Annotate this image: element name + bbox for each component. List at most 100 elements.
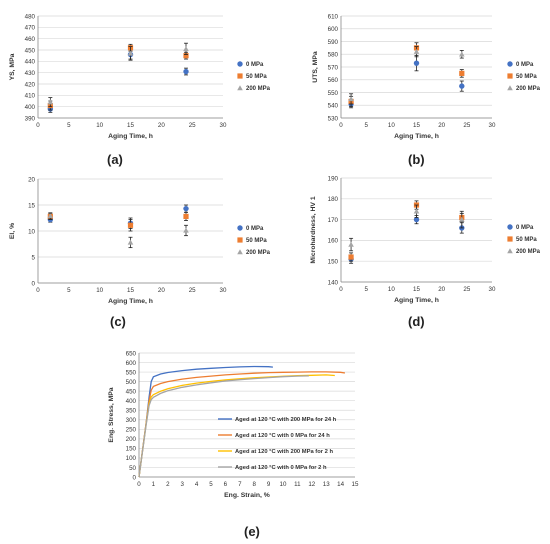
data-point (47, 213, 54, 219)
data-point (183, 213, 189, 220)
data-point (348, 254, 354, 260)
x-tick-label: 25 (463, 286, 470, 293)
y-tick-label: 150 (328, 259, 339, 266)
x-tick-label: 15 (413, 122, 420, 129)
y-axis-title: El, % (9, 223, 16, 239)
x-tick-label: 5 (209, 481, 213, 488)
x-tick-label: 10 (280, 481, 287, 488)
legend-marker (237, 249, 243, 255)
y-tick-label: 600 (328, 26, 339, 33)
x-tick-label: 30 (489, 122, 496, 129)
x-tick-label: 9 (267, 481, 271, 488)
data-point (348, 96, 354, 102)
y-axis-title: Eng. Stress, MPa (108, 387, 115, 442)
legend-label: 200 MPa (516, 86, 541, 92)
legend-label: 200 MPa (516, 249, 541, 255)
panel-label-d: (d) (408, 314, 425, 329)
y-tick-label: 180 (328, 196, 339, 203)
data-point (348, 241, 354, 247)
x-tick-label: 13 (323, 481, 330, 488)
x-tick-label: 30 (220, 287, 227, 294)
x-tick-label: 14 (337, 481, 344, 488)
chart-panel-1: 530 540 550 560 570 580 590 600 610 0 5 10 15 20 25 30 A… (312, 13, 541, 140)
x-axis-title: Aging Time, h (108, 133, 153, 140)
y-tick-label: 650 (126, 350, 137, 357)
chart-panel-4: 0 50 100 150 200 250 300 350 400 450 500 550 600 650 0… (108, 350, 359, 499)
legend-marker (237, 85, 243, 91)
y-tick-label: 190 (328, 175, 339, 182)
legend-label: 200 MPa (246, 86, 271, 92)
x-tick-label: 5 (364, 122, 368, 129)
y-tick-label: 460 (25, 36, 36, 43)
data-point (127, 50, 134, 56)
legend-marker (507, 73, 513, 79)
legend-marker (237, 61, 243, 67)
y-tick-label: 150 (126, 446, 137, 453)
y-tick-label: 20 (28, 176, 35, 183)
legend-label: Aged at 120 °C with 200 MPa for 24 h (235, 417, 337, 423)
x-tick-label: 25 (189, 122, 196, 129)
y-tick-label: 390 (25, 115, 36, 122)
legend-marker (237, 225, 243, 231)
y-tick-label: 540 (328, 103, 339, 110)
legend-marker (507, 61, 513, 67)
x-tick-label: 30 (489, 286, 496, 293)
data-point (183, 205, 189, 212)
data-point (183, 68, 189, 75)
y-tick-label: 410 (25, 93, 36, 100)
y-tick-label: 570 (328, 64, 339, 71)
legend-marker (507, 248, 513, 254)
y-tick-label: 430 (25, 70, 36, 77)
legend-marker (507, 236, 513, 242)
y-tick-label: 0 (32, 280, 36, 287)
x-tick-label: 10 (388, 286, 395, 293)
chart-panel-2: 0 5 10 15 20 0 5 10 15 20 25 30 Aging Time, h El, % 0 … (9, 176, 271, 305)
legend-marker (237, 73, 243, 79)
x-tick-label: 0 (339, 286, 343, 293)
x-tick-label: 5 (364, 286, 368, 293)
y-tick-label: 550 (328, 90, 339, 97)
data-point (47, 99, 54, 105)
x-axis-title: Aging Time, h (394, 133, 439, 140)
x-tick-label: 0 (339, 122, 343, 129)
y-tick-label: 160 (328, 238, 339, 245)
y-axis-title: Microhardness, HV 1 (310, 196, 317, 263)
data-point (413, 216, 420, 223)
y-axis-title: UTS, MPa (312, 51, 319, 83)
y-tick-label: 50 (129, 465, 136, 472)
x-tick-label: 3 (180, 481, 184, 488)
legend-label: 0 MPa (516, 225, 534, 231)
y-tick-label: 590 (328, 39, 339, 46)
legend-label: 0 MPa (516, 62, 534, 68)
y-tick-label: 300 (126, 417, 137, 424)
x-tick-label: 2 (166, 481, 170, 488)
y-tick-label: 450 (25, 47, 36, 54)
x-tick-label: 15 (413, 286, 420, 293)
panel-label-c: (c) (110, 314, 126, 329)
x-tick-label: 20 (438, 286, 445, 293)
legend-label: 0 MPa (246, 62, 264, 68)
y-tick-label: 440 (25, 59, 36, 66)
y-tick-label: 100 (126, 455, 137, 462)
x-tick-label: 30 (220, 122, 227, 129)
y-tick-label: 400 (25, 104, 36, 111)
legend-label: 50 MPa (516, 74, 537, 80)
x-tick-label: 0 (36, 122, 40, 129)
y-tick-label: 480 (25, 13, 36, 20)
y-tick-label: 140 (328, 279, 339, 286)
x-tick-label: 15 (127, 122, 134, 129)
legend-marker (237, 237, 243, 243)
series-line (138, 375, 309, 478)
y-tick-label: 170 (328, 217, 339, 224)
legend-marker (507, 85, 513, 91)
data-point (183, 46, 189, 52)
data-point (459, 216, 465, 222)
y-tick-label: 350 (126, 408, 137, 415)
x-tick-label: 0 (137, 481, 141, 488)
y-tick-label: 550 (126, 369, 137, 376)
y-tick-label: 15 (28, 202, 35, 209)
y-tick-label: 610 (328, 13, 339, 20)
legend-marker (507, 224, 513, 230)
data-point (459, 70, 465, 76)
